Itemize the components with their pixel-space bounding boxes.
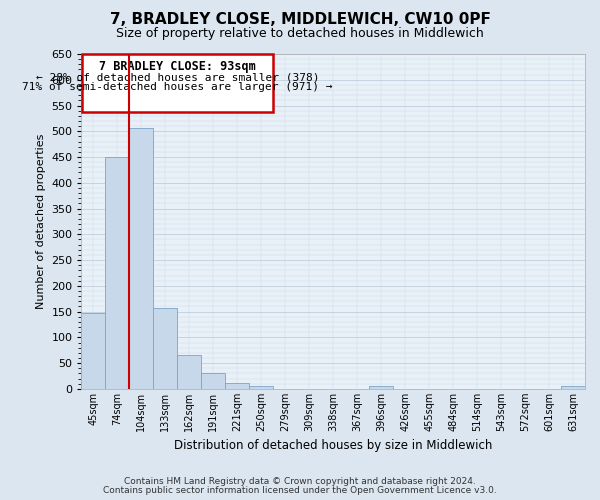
Text: Size of property relative to detached houses in Middlewich: Size of property relative to detached ho… (116, 28, 484, 40)
Text: 7, BRADLEY CLOSE, MIDDLEWICH, CW10 0PF: 7, BRADLEY CLOSE, MIDDLEWICH, CW10 0PF (110, 12, 490, 28)
Bar (226, 382, 250, 389)
Bar (130, 128, 154, 389)
Bar (369, 386, 393, 389)
Bar (106, 157, 130, 389)
Text: Contains public sector information licensed under the Open Government Licence v3: Contains public sector information licen… (103, 486, 497, 495)
Bar (250, 386, 273, 389)
Text: 7 BRADLEY CLOSE: 93sqm: 7 BRADLEY CLOSE: 93sqm (99, 60, 256, 73)
Bar (82, 313, 106, 389)
Y-axis label: Number of detached properties: Number of detached properties (36, 134, 46, 309)
Bar (154, 308, 178, 389)
Bar (561, 386, 585, 389)
X-axis label: Distribution of detached houses by size in Middlewich: Distribution of detached houses by size … (174, 440, 493, 452)
Text: 71% of semi-detached houses are larger (971) →: 71% of semi-detached houses are larger (… (22, 82, 333, 92)
Bar (202, 374, 226, 389)
FancyBboxPatch shape (82, 54, 273, 112)
Bar (178, 356, 202, 389)
Text: ← 28% of detached houses are smaller (378): ← 28% of detached houses are smaller (37… (36, 72, 319, 82)
Text: Contains HM Land Registry data © Crown copyright and database right 2024.: Contains HM Land Registry data © Crown c… (124, 477, 476, 486)
